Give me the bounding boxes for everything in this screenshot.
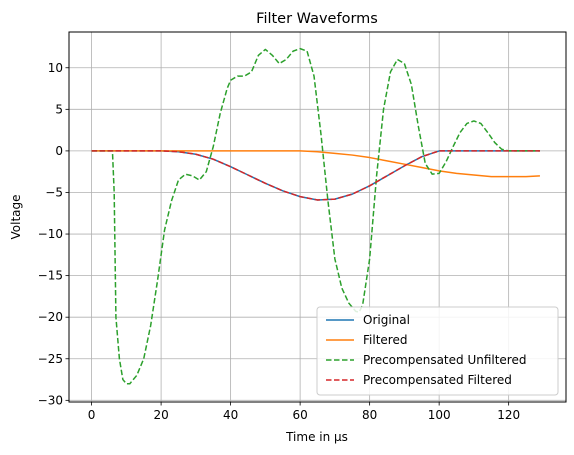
plot-frame [68,31,567,403]
legend-label-4: Precompensated Filtered [363,373,512,387]
y-tick-label: −20 [38,310,63,324]
x-tick-label: 60 [292,408,307,422]
x-tick-label: 20 [153,408,168,422]
series-line-3 [91,47,540,385]
x-tick-label: 40 [223,408,238,422]
chart-title: Filter Waveforms [256,11,378,27]
plot-series [91,47,540,385]
legend: Original Filtered Precompensated Unfiltere… [316,306,559,396]
y-tick-label: −30 [38,393,63,407]
legend-label-2: Filtered [363,333,407,347]
series-line-4 [91,150,540,201]
x-axis-label: Time in µs [285,430,348,444]
axis-ticks: 0 20 40 60 80 100 120 10 5 0 −5 −10 −15 −20 −25 −30 [38,61,520,422]
legend-label-1: Original [363,313,410,327]
y-tick-label: 5 [55,102,63,116]
series-line-2 [91,150,540,178]
y-tick-label: 10 [48,61,63,75]
x-tick-label: 120 [497,408,520,422]
x-tick-label: 100 [428,408,451,422]
y-tick-label: 0 [55,144,63,158]
y-tick-label: −15 [38,269,63,283]
y-tick-label: −10 [38,227,63,241]
legend-label-3: Precompensated Unfiltered [363,353,526,367]
legend-box [316,306,559,396]
y-tick-label: −5 [45,185,63,199]
x-tick-label: 0 [88,408,96,422]
y-tick-label: −25 [38,352,63,366]
y-axis-label: Voltage [9,194,23,239]
x-tick-label: 80 [362,408,377,422]
